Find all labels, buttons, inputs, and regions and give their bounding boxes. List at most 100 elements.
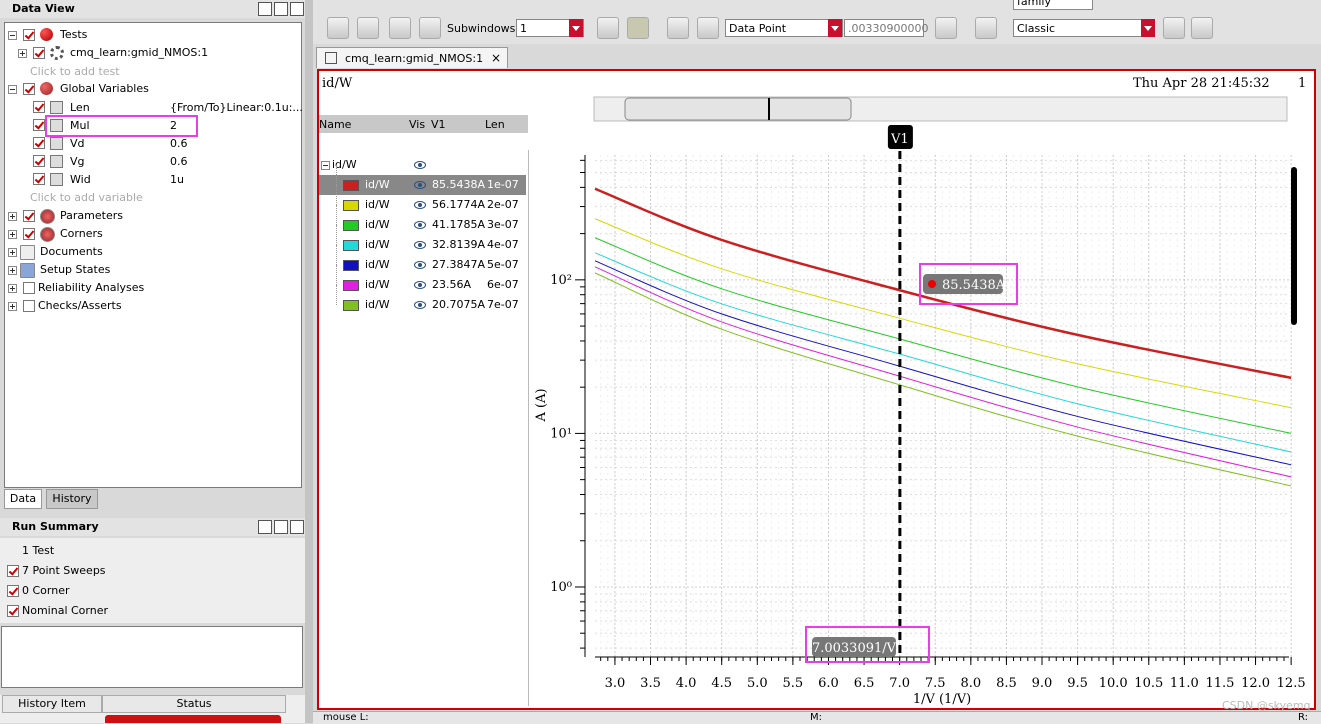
expand[interactable] — [18, 49, 27, 58]
checkbox[interactable] — [33, 101, 45, 113]
tool-button[interactable] — [975, 17, 997, 39]
tree-item[interactable]: Parameters — [60, 209, 123, 222]
checkbox[interactable] — [23, 300, 35, 312]
tree-item[interactable]: Setup States — [40, 263, 111, 276]
expand[interactable] — [8, 284, 17, 293]
tree-item[interactable]: Documents — [40, 245, 103, 258]
tree-item[interactable]: Global Variables — [60, 82, 149, 95]
dropdown[interactable] — [828, 19, 842, 37]
overview-window[interactable] — [624, 97, 852, 121]
legend-row[interactable]: id/W 32.8139A 4e-07 — [319, 225, 526, 255]
checkbox[interactable] — [23, 29, 35, 41]
tool-button[interactable] — [935, 17, 957, 39]
splitter[interactable] — [305, 0, 313, 723]
visibility[interactable] — [414, 301, 426, 309]
visibility[interactable] — [414, 261, 426, 269]
column-header[interactable]: Vis — [409, 118, 426, 131]
column-header[interactable]: V1 — [431, 118, 446, 131]
checkbox[interactable] — [23, 83, 35, 95]
checkbox[interactable] — [23, 210, 35, 222]
column-header[interactable]: Name — [319, 118, 352, 131]
tool-button[interactable] — [419, 17, 441, 39]
tab-close[interactable]: × — [491, 51, 502, 65]
visibility[interactable] — [414, 221, 426, 229]
close-button[interactable] — [290, 2, 304, 16]
variable-name[interactable]: Wid — [70, 173, 91, 186]
tab[interactable]: cmq_learn:gmid_NMOS:1 × — [316, 47, 508, 68]
legend-row[interactable]: id/W 20.7075A 7e-07 — [319, 285, 526, 315]
placeholder[interactable]: Click to add variable — [30, 191, 143, 204]
expand[interactable] — [8, 230, 17, 239]
legend-row[interactable]: id/W 23.56A 6e-07 — [319, 265, 526, 295]
collapse[interactable] — [321, 161, 330, 170]
tree-item[interactable]: Reliability Analyses — [38, 281, 145, 294]
family-combo[interactable]: family — [1013, 0, 1093, 10]
legend-row[interactable]: id/W 41.1785A 3e-07 — [319, 205, 526, 235]
tree-item[interactable]: Checks/Asserts — [38, 299, 122, 312]
tool-button[interactable] — [597, 17, 619, 39]
checkbox[interactable] — [33, 47, 45, 59]
data-point-field[interactable]: .00330900000 — [844, 19, 928, 37]
collapse[interactable] — [8, 85, 17, 94]
close-button[interactable] — [290, 520, 304, 534]
visibility[interactable] — [414, 181, 426, 189]
legend-name: id/W — [365, 238, 390, 251]
legend-row[interactable]: id/W 56.1774A 2e-07 — [319, 185, 526, 215]
tree-item[interactable]: Corners — [60, 227, 103, 240]
float-button[interactable] — [274, 520, 288, 534]
variable-value[interactable]: 2 — [170, 119, 177, 132]
placeholder[interactable]: Click to add test — [30, 65, 120, 78]
checkbox[interactable] — [23, 228, 35, 240]
collapse[interactable] — [8, 31, 17, 40]
checkbox[interactable] — [23, 282, 35, 294]
variable-value[interactable]: 0.6 — [170, 137, 188, 150]
checkbox[interactable] — [33, 137, 45, 149]
dropdown[interactable] — [569, 19, 583, 37]
column-header[interactable]: Status — [102, 695, 286, 713]
visibility[interactable] — [414, 201, 426, 209]
variable-name[interactable]: Vd — [70, 137, 85, 150]
help-button[interactable] — [258, 520, 272, 534]
tool-button[interactable] — [667, 17, 689, 39]
tool-button[interactable] — [1163, 17, 1185, 39]
legend-row[interactable]: id/W 27.3847A 5e-07 — [319, 245, 526, 275]
visibility[interactable] — [414, 241, 426, 249]
style-combo[interactable]: Classic — [1013, 19, 1153, 37]
mode-combo[interactable]: Data Point — [725, 19, 843, 37]
variable-name[interactable]: Len — [70, 101, 90, 114]
tree-item[interactable]: cmq_learn:gmid_NMOS:1 — [70, 46, 209, 59]
expand[interactable] — [8, 212, 17, 221]
checkbox[interactable] — [33, 119, 45, 131]
checkbox[interactable] — [33, 155, 45, 167]
expand[interactable] — [8, 266, 17, 275]
variable-value[interactable]: {From/To}Linear:0.1u:... — [170, 101, 303, 114]
tab[interactable]: Data — [4, 489, 42, 509]
tab[interactable]: History — [46, 489, 98, 509]
checkbox[interactable] — [33, 173, 45, 185]
checkbox[interactable] — [7, 565, 19, 577]
tool-button[interactable] — [627, 17, 649, 39]
tree-item[interactable]: Tests — [60, 28, 88, 41]
checkbox[interactable] — [7, 585, 19, 597]
tool-button[interactable] — [327, 17, 349, 39]
help-button[interactable] — [258, 2, 272, 16]
column-header[interactable]: Len — [485, 118, 505, 131]
visibility[interactable] — [414, 161, 426, 169]
float-button[interactable] — [274, 2, 288, 16]
tool-button[interactable] — [697, 17, 719, 39]
expand[interactable] — [8, 302, 17, 311]
tool-button[interactable] — [1191, 17, 1213, 39]
variable-value[interactable]: 0.6 — [170, 155, 188, 168]
subwindows-combo[interactable]: 1 — [516, 19, 584, 37]
legend-row[interactable]: id/W 85.5438A 1e-07 — [319, 165, 526, 195]
variable-name[interactable]: Mul — [70, 119, 90, 132]
visibility[interactable] — [414, 281, 426, 289]
checkbox[interactable] — [7, 605, 19, 617]
expand[interactable] — [8, 248, 17, 257]
tool-button[interactable] — [357, 17, 379, 39]
column-header[interactable]: History Item — [2, 695, 102, 713]
tool-button[interactable] — [389, 17, 411, 39]
dropdown[interactable] — [1141, 19, 1155, 37]
variable-name[interactable]: Vg — [70, 155, 85, 168]
variable-value[interactable]: 1u — [170, 173, 184, 186]
